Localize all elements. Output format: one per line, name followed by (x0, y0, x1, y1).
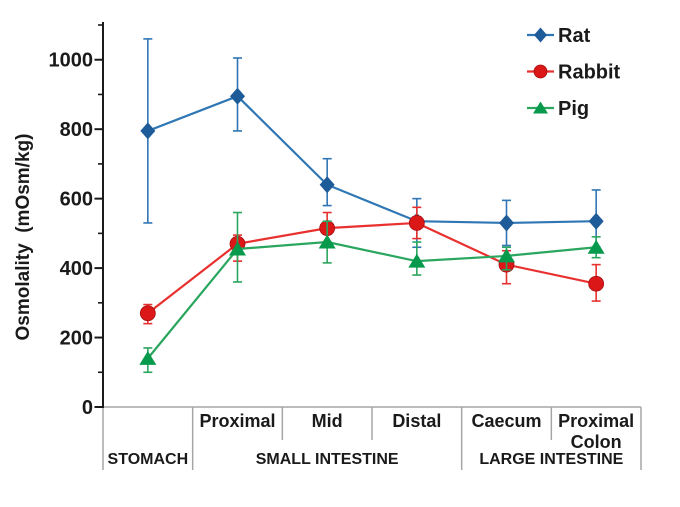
rat-marker-0 (140, 122, 156, 140)
pig-marker-1 (229, 241, 246, 256)
x-sub-label: Distal (392, 411, 441, 431)
rabbit-line (147, 221, 597, 315)
y-tick-label: 0 (82, 397, 93, 419)
rabbit-marker-5 (588, 275, 605, 292)
y-tick-label: 200 (60, 328, 93, 350)
pig-marker-0 (139, 350, 157, 365)
x-axis-band: Proximal Mid Distal Caecum ProximalColonSTOM… (102, 406, 642, 470)
x-group-label: SMALL INTESTINE (256, 451, 399, 468)
legend-label: Rat (558, 25, 591, 47)
legend-label: Pig (558, 98, 589, 120)
x-sub-label: Proximal (558, 411, 634, 431)
legend-item-pig: Pig (527, 98, 589, 120)
legend-item-rabbit: Rabbit (527, 62, 621, 84)
y-tick-label: 400 (60, 258, 93, 280)
x-sub-label: Caecum (471, 411, 541, 431)
x-group-label: STOMACH (108, 451, 189, 468)
legend-diamond-icon (534, 27, 547, 43)
legend-item-rat: Rat (527, 25, 591, 47)
series-pig (139, 211, 605, 374)
rabbit-marker-0 (139, 305, 156, 322)
rat-marker-1 (230, 87, 245, 105)
x-sub-label: Proximal (199, 411, 275, 431)
rat-marker-5 (588, 212, 604, 230)
x-group-label: LARGE INTESTINE (479, 451, 623, 468)
rat-marker-2 (319, 176, 335, 194)
series-rat (140, 38, 604, 249)
y-axis-title: Osmolality (mOsm/kg) (13, 133, 34, 341)
pig-line (146, 240, 597, 360)
pig-marker-4 (498, 248, 515, 263)
rat-line (147, 94, 597, 225)
y-tick-label: 800 (60, 119, 93, 141)
rat-marker-4 (499, 214, 514, 232)
x-sub-label: Colon (571, 432, 622, 452)
y-tick-label: 1000 (49, 50, 94, 72)
legend: Rat Rabbit Pig (527, 25, 621, 120)
y-tick-label: 600 (60, 189, 93, 211)
series-rabbit (139, 206, 605, 325)
legend-triangle-icon (533, 101, 548, 114)
pig-marker-2 (318, 234, 336, 249)
pig-marker-5 (587, 239, 605, 254)
pig-marker-3 (408, 253, 426, 268)
y-axis: 0 200 400 600 800 1000 (49, 22, 104, 419)
rabbit-marker-3 (408, 215, 425, 231)
legend-circle-icon (533, 64, 548, 79)
x-sub-label: Mid (312, 411, 343, 431)
legend-label: Rabbit (558, 62, 621, 84)
